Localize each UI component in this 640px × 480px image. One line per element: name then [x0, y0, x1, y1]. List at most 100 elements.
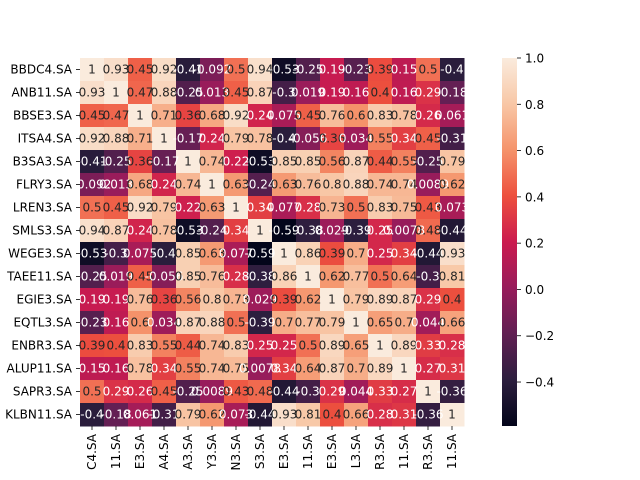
heatmap-cell-value: 0.4 [442, 293, 461, 307]
heatmap-cell [368, 81, 393, 105]
heatmap-cell [392, 265, 417, 289]
heatmap-cell [296, 81, 321, 105]
heatmap-cell [320, 357, 345, 381]
heatmap-cell [152, 265, 177, 289]
heatmap-cell-value: 0.63 [271, 178, 298, 192]
heatmap-cell [176, 334, 201, 358]
heatmap-cell [176, 242, 201, 266]
heatmap-cell [344, 334, 369, 358]
heatmap-cell [296, 196, 321, 220]
heatmap-cell [224, 173, 249, 197]
heatmap-cell-value: 0.74 [175, 178, 202, 192]
heatmap-cell-value: 0.62 [295, 293, 322, 307]
heatmap-cell-value: 0.79 [175, 408, 202, 422]
heatmap-cell-value: 0.56 [175, 293, 202, 307]
heatmap-cell-value: 0.7 [274, 316, 293, 330]
heatmap-cell-value: 1 [376, 339, 384, 353]
heatmap-cell [248, 403, 273, 427]
heatmap-cell [200, 403, 225, 427]
heatmap-cell [224, 196, 249, 220]
heatmap-cell [104, 242, 129, 266]
heatmap-cell [224, 81, 249, 105]
heatmap-cell-value: 0.81 [295, 408, 322, 422]
heatmap-cell [152, 242, 177, 266]
heatmap-cell-value: -0.25 [76, 270, 107, 284]
heatmap-cell-value: -0.18 [436, 86, 467, 100]
heatmap-cell [392, 58, 417, 82]
heatmap-cell [128, 173, 153, 197]
heatmap-cell [80, 403, 105, 427]
heatmap-cell [368, 173, 393, 197]
heatmap-cell [344, 357, 369, 381]
heatmap-cell [392, 81, 417, 105]
heatmap-cell [80, 242, 105, 266]
heatmap-cell-value: 0.66 [439, 316, 466, 330]
heatmap-cell-value: -0.17 [148, 155, 179, 169]
heatmap-cell [248, 357, 273, 381]
heatmap-cell-value: 0.89 [391, 339, 418, 353]
heatmap-cell-value: 0.034 [339, 132, 373, 146]
heatmap-cell-value: 0.47 [127, 86, 154, 100]
heatmap-cell [392, 127, 417, 151]
heatmap-cell-value: 0.77 [295, 316, 322, 330]
heatmap-cell [104, 219, 129, 243]
heatmap-cell-value: 0.7 [394, 316, 413, 330]
heatmap-cell-value: 0.79 [343, 293, 370, 307]
row-tick-label: LREN3.SA [13, 201, 73, 215]
heatmap-cell-value: 0.4 [106, 339, 125, 353]
heatmap-cell-value: -0.38 [292, 224, 323, 238]
heatmap-cell-value: -0.36 [436, 385, 467, 399]
heatmap-cell-value: 0.44 [175, 339, 202, 353]
heatmap-cell-value: -0.4 [440, 63, 463, 77]
heatmap-cell-value: 0.74 [199, 155, 226, 169]
heatmap-cell-value: 0.74 [199, 339, 226, 353]
heatmap-cell-value: -0.53 [268, 63, 299, 77]
heatmap-cell-value: -0.39 [244, 316, 275, 330]
heatmap-cell-value: 0.85 [175, 247, 202, 261]
heatmap-cell-value: 0.24 [247, 109, 274, 123]
heatmap-cell [344, 81, 369, 105]
heatmap-cell [272, 380, 297, 404]
heatmap-cell-value: 1 [160, 132, 168, 146]
heatmap-cell [344, 196, 369, 220]
heatmap-cell-value: 0.62 [199, 408, 226, 422]
heatmap-cell [296, 357, 321, 381]
heatmap-cell-value: 1 [232, 201, 240, 215]
heatmap-cell [80, 219, 105, 243]
heatmap-cell [152, 403, 177, 427]
heatmap-cell-value: 0.15 [79, 362, 106, 376]
heatmap-cell [176, 104, 201, 128]
heatmap-cell [128, 127, 153, 151]
heatmap-cell [440, 288, 465, 312]
heatmap-cell [392, 380, 417, 404]
heatmap-cell-value: -0.25 [292, 63, 323, 77]
heatmap-cell-value: 0.48 [247, 385, 274, 399]
heatmap-cell-value: 0.65 [343, 339, 370, 353]
heatmap-cell-value: -0.44 [436, 224, 467, 238]
heatmap-cell [152, 58, 177, 82]
heatmap-cell [416, 357, 441, 381]
colorbar-tick-label: −0.2 [525, 329, 554, 343]
heatmap-cell [368, 357, 393, 381]
heatmap-cell-value: 0.87 [319, 362, 346, 376]
heatmap-cell-value: 0.88 [103, 132, 130, 146]
heatmap-cell-value: 0.43 [223, 385, 250, 399]
heatmap-cell-value: 1 [328, 293, 336, 307]
heatmap-cell [128, 219, 153, 243]
heatmap-cell [248, 265, 273, 289]
heatmap-cell [176, 127, 201, 151]
heatmap-cell [392, 311, 417, 335]
heatmap-cell [296, 403, 321, 427]
heatmap-cell-value: 0.5 [346, 201, 365, 215]
heatmap-cell-value: 0.79 [319, 316, 346, 330]
heatmap-cell-value: 0.45 [127, 63, 154, 77]
heatmap-cell-value: 0.25 [271, 339, 298, 353]
heatmap-cell [440, 311, 465, 335]
heatmap-cell [368, 288, 393, 312]
heatmap-cell [80, 380, 105, 404]
heatmap-cell-value: 0.88 [151, 86, 178, 100]
heatmap-cell [416, 242, 441, 266]
heatmap-cell [128, 380, 153, 404]
heatmap-cell [368, 403, 393, 427]
heatmap-cell-value: 0.6 [130, 316, 149, 330]
